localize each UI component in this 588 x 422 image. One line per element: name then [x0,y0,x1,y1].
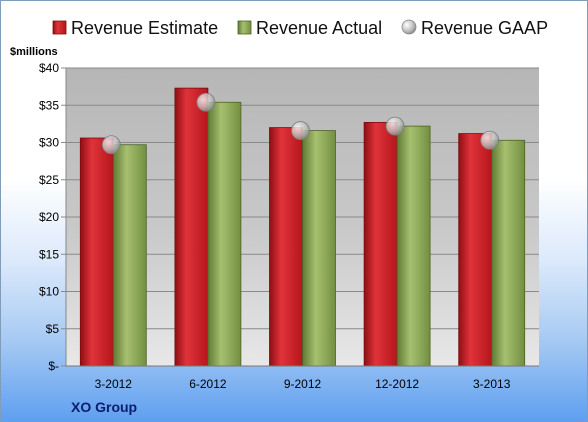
marker-revenue-gaap [196,92,216,112]
legend-label-estimate: Revenue Estimate [71,18,218,38]
y-tick-label: $- [48,359,59,373]
bar-revenue-actual [491,139,526,367]
legend: Revenue Estimate Revenue Actual Revenue … [52,18,548,38]
legend-item-estimate: Revenue Estimate [52,18,218,38]
legend-swatch-actual [237,20,252,35]
company-name: XO Group [71,399,137,415]
legend-label-gaap: Revenue GAAP [421,18,548,38]
gaap-markers [101,92,500,155]
x-tick-label: 6-2012 [189,377,227,391]
y-axis: $- $5 $10 $15 $20 $25 $30 $35 $40 [39,61,67,373]
legend-item-actual: Revenue Actual [237,18,382,38]
y-tick-label: $15 [39,247,59,261]
bar-revenue-actual [112,144,147,367]
bar-revenue-estimate [79,137,114,367]
x-tick-label: 3-2013 [473,377,511,391]
x-tick-label: 12-2012 [375,377,419,391]
bar-revenue-estimate [174,87,209,367]
marker-revenue-gaap [291,121,310,140]
legend-item-gaap: Revenue GAAP [401,18,548,38]
bar-revenue-estimate [458,133,493,367]
legend-marker-gaap [401,19,417,35]
y-tick-label: $40 [39,61,59,75]
x-tick-label: 9-2012 [284,377,322,391]
bar-revenue-actual [207,101,242,367]
y-axis-unit-label: $millions [10,46,58,58]
y-tick-label: $10 [39,285,59,299]
marker-revenue-gaap [385,116,405,136]
legend-swatch-estimate [52,20,67,35]
x-tick-label: 3-2012 [95,377,133,391]
y-tick-label: $25 [39,173,59,187]
y-tick-label: $30 [39,136,59,150]
bar-revenue-actual [396,125,431,367]
bar-revenue-actual [302,130,336,367]
marker-revenue-gaap [101,135,121,155]
bars [79,87,526,367]
y-tick-label: $5 [46,322,60,336]
y-tick-label: $20 [39,210,59,224]
x-axis: 3-2012 6-2012 9-2012 12-2012 3-2013 [66,365,539,391]
bar-revenue-estimate [363,121,398,367]
legend-label-actual: Revenue Actual [256,18,382,38]
marker-revenue-gaap [480,130,500,150]
y-tick-label: $35 [39,98,59,112]
bar-revenue-estimate [269,127,303,367]
